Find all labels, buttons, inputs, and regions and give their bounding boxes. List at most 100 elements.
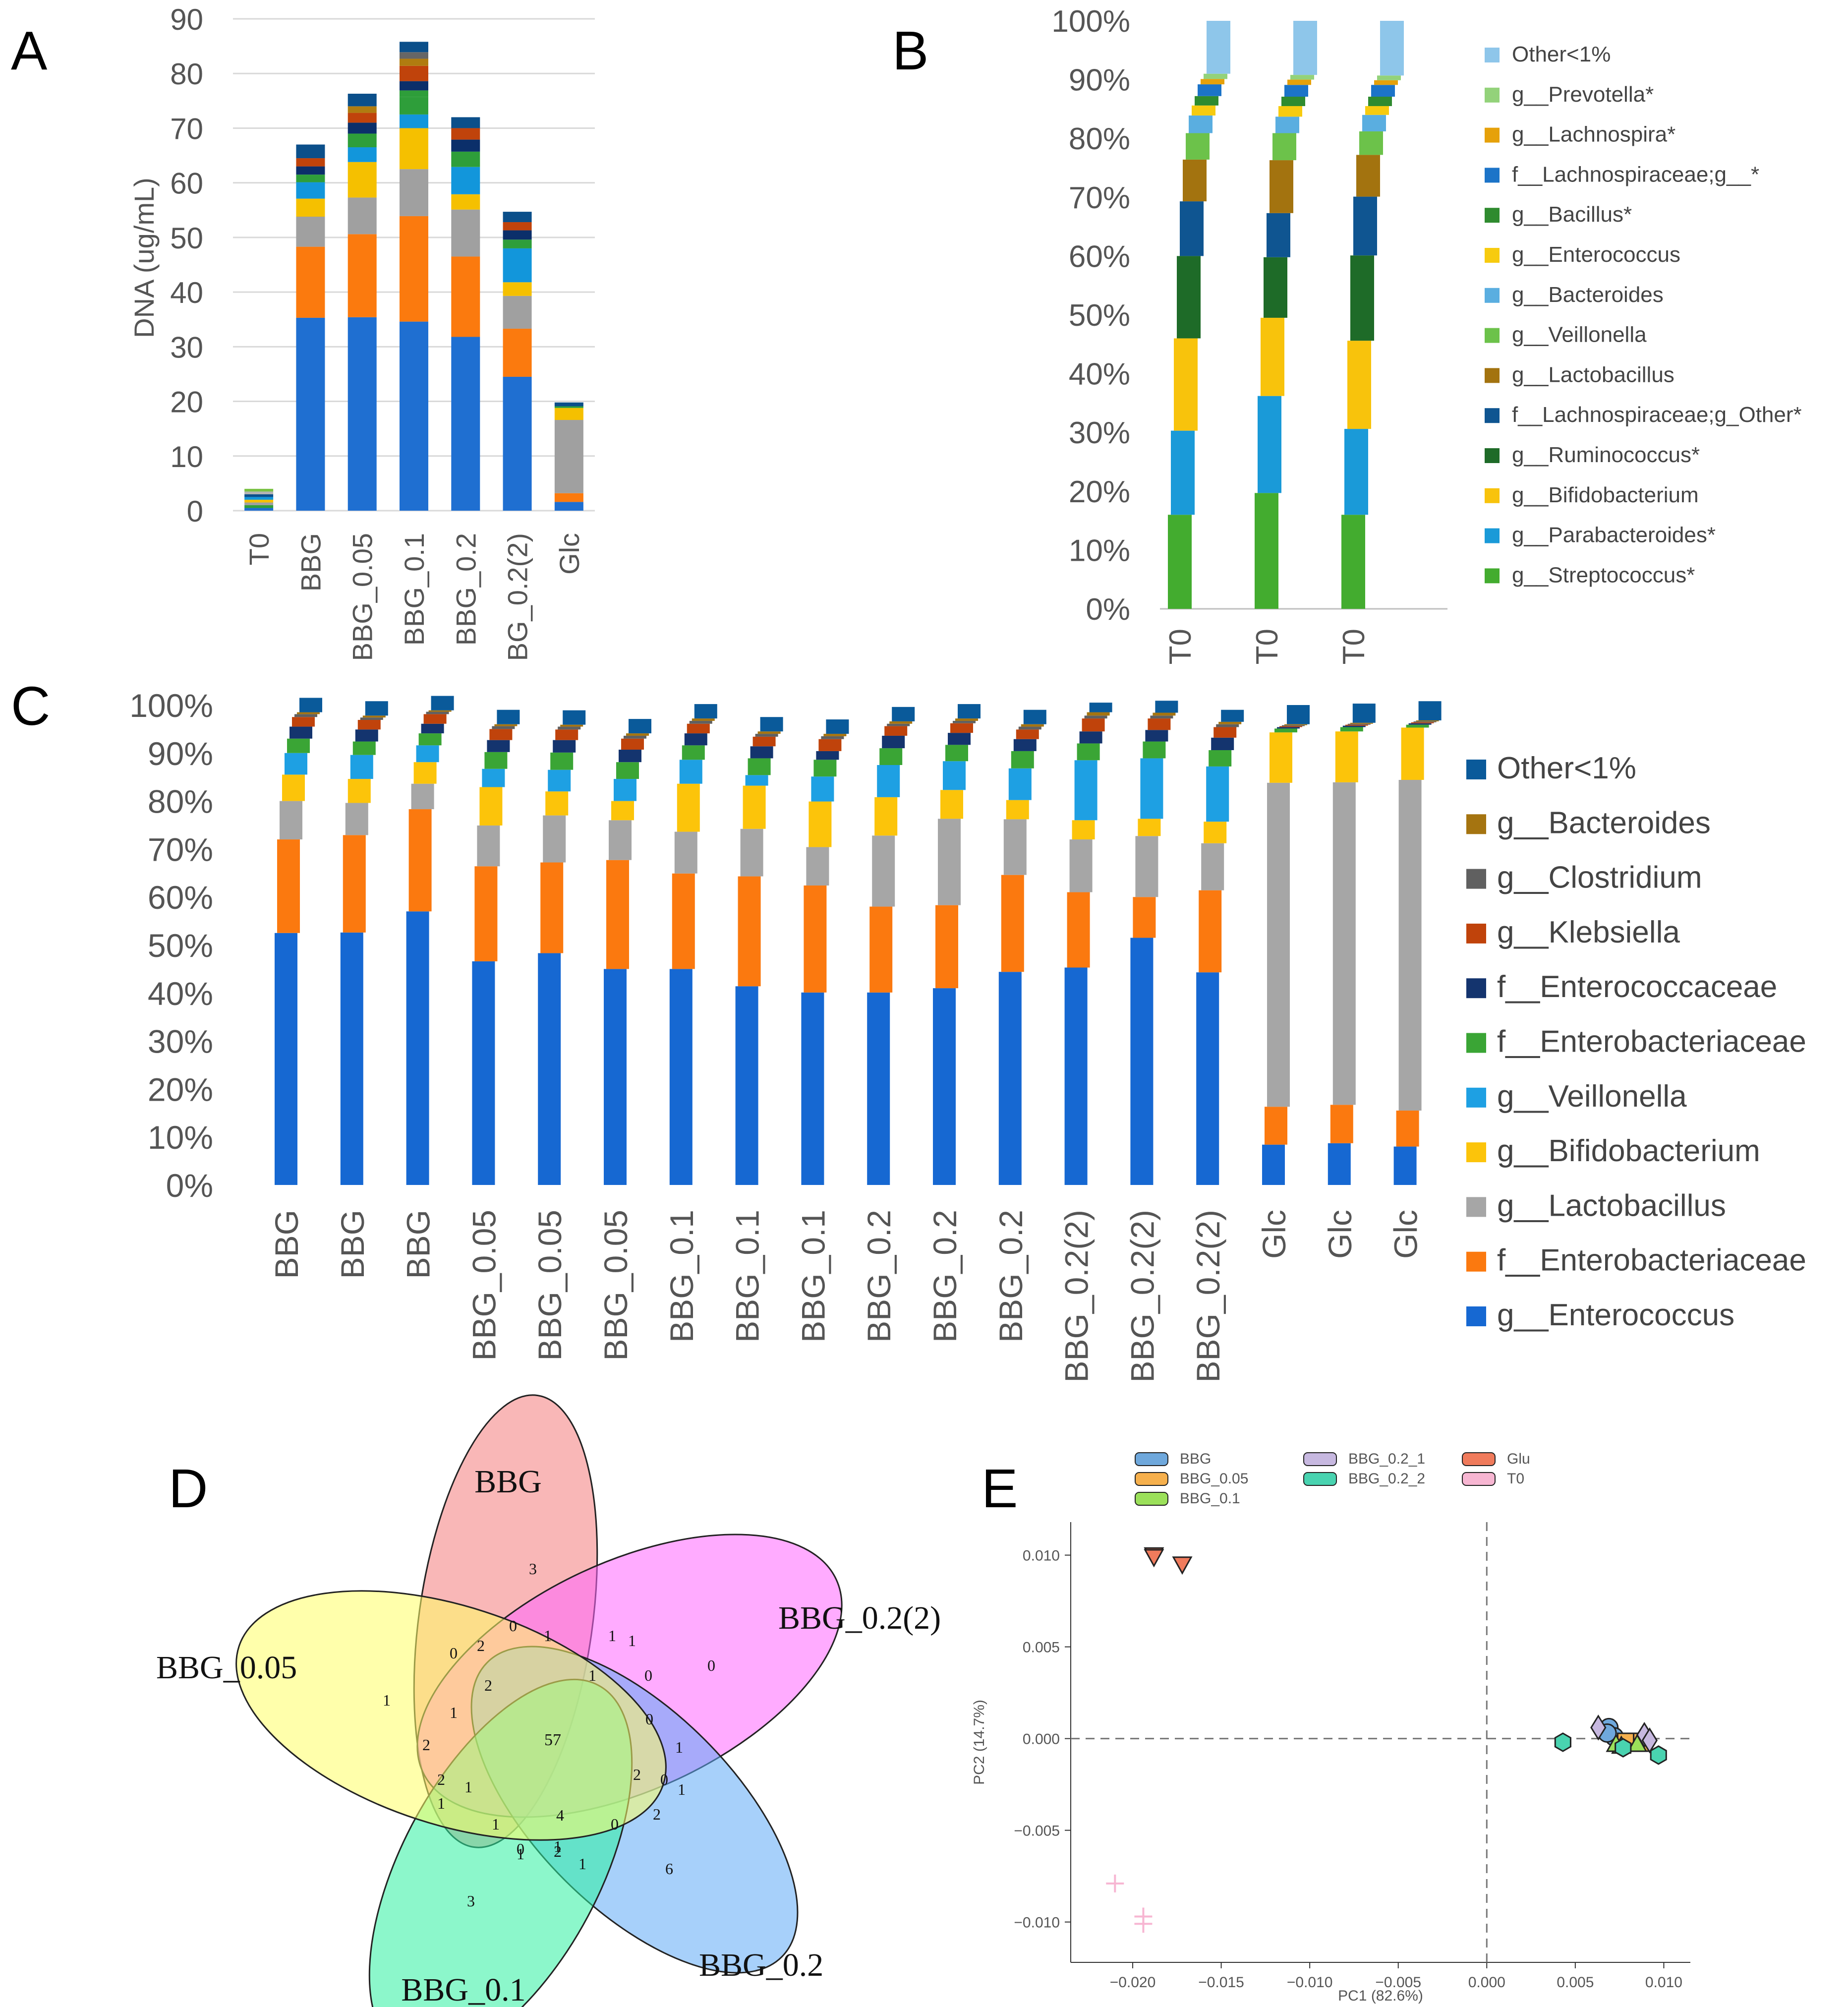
c-bar-segment (811, 776, 834, 802)
a-bar-segment (400, 90, 428, 97)
a-xtick-label: BBG_0.05 (347, 533, 378, 661)
a-bar-segment (400, 97, 428, 115)
b-bar-segment (1356, 155, 1380, 197)
venn-region-count: 1 (678, 1780, 686, 1798)
a-bar-segment (554, 402, 583, 407)
c-bar-segment (869, 906, 893, 993)
c-bar-segment (428, 710, 452, 712)
a-bar-segment (451, 256, 480, 337)
c-bar-segment (1138, 819, 1161, 836)
b-bar-segment (1183, 159, 1207, 202)
c-bar-segment (672, 873, 695, 969)
a-ytick-label: 20 (170, 386, 203, 419)
b-bar-segment (1344, 429, 1368, 515)
venn-region-count: 6 (665, 1860, 673, 1878)
a-bar-segment (244, 494, 274, 497)
c-bar-segment (297, 712, 320, 714)
c-legend-swatch (1466, 1087, 1486, 1108)
c-bar-segment (275, 933, 297, 1185)
c-xtick-label: BBG_0.1 (663, 1210, 700, 1343)
c-bar-segment (1008, 768, 1032, 800)
c-bar-segment (280, 801, 302, 840)
venn-region-count: 2 (484, 1676, 492, 1694)
a-bar-segment (554, 420, 583, 493)
c-xtick-label: BBG (400, 1210, 437, 1279)
c-bar-segment (1001, 875, 1024, 972)
venn-region-count: 1 (588, 1666, 596, 1684)
b-legend-swatch (1485, 168, 1500, 183)
e-ylabel: PC2 (14.7%) (971, 1700, 987, 1785)
c-bar-segment (614, 779, 636, 801)
a-bar-segment (347, 133, 377, 148)
venn-region-count: 1 (554, 1837, 562, 1855)
c-bar-segment (1072, 820, 1095, 840)
a-ytick-label: 30 (170, 331, 203, 364)
c-legend-swatch (1466, 978, 1486, 999)
b-bar-segment (1275, 117, 1299, 133)
c-bar-segment (423, 714, 447, 724)
e-point-bbg-0-2-2 (1615, 1738, 1632, 1758)
b-bar-segment (1377, 75, 1401, 80)
c-ytick-label: 70% (148, 831, 213, 868)
panel-b-chart: 0% 10% 20% 30% 40% 50% 60% 70% 80% 90% 100% T0 T0 T0 O… (1051, 4, 1801, 664)
c-bar-segment (1330, 1105, 1353, 1143)
c-bar-segment (416, 745, 439, 763)
c-bar-segment (1287, 705, 1310, 724)
a-ytick-label: 90 (170, 3, 203, 36)
a-xtick-label: BBG_0.2 (450, 533, 481, 646)
e-ytick-label: 0.010 (1023, 1548, 1060, 1564)
e-legend-label: BBG_0.2_1 (1348, 1451, 1425, 1467)
b-bar-segment (1365, 106, 1389, 115)
c-bar-segment (285, 753, 307, 775)
b-legend-label: g__Enterococcus (1512, 242, 1680, 267)
a-bar-segment (347, 113, 377, 123)
c-bar-segment (563, 710, 586, 725)
venn-set-label: BBG (474, 1464, 542, 1500)
c-bar-segment (621, 738, 644, 750)
c-bar-segment (816, 751, 839, 760)
b-ytick-label: 100% (1051, 4, 1130, 39)
c-bar-segment (1153, 712, 1176, 716)
a-ytick-label: 60 (170, 167, 203, 200)
b-bar-segment (1201, 79, 1224, 85)
a-bar-segment (554, 408, 583, 420)
e-ytick-label: −0.005 (1014, 1823, 1060, 1839)
b-legend-label: g__Bifidobacterium (1512, 483, 1699, 507)
c-bar-segment (1206, 766, 1229, 822)
c-bar-segment (948, 733, 971, 745)
a-ytick-label: 80 (170, 58, 203, 91)
c-bar-segment (418, 733, 442, 746)
c-bar-segment (882, 735, 905, 749)
venn-region-count: 0 (517, 1840, 524, 1858)
c-bar-segment (1199, 890, 1222, 973)
c-bar-segment (1079, 731, 1102, 744)
c-bar-segment (487, 740, 510, 752)
b-legend-swatch (1485, 368, 1500, 383)
c-bar-segment (674, 831, 697, 874)
b-legend-swatch (1485, 127, 1500, 143)
c-bar-segment (282, 774, 305, 801)
b-legend-swatch (1485, 408, 1500, 423)
b-bar-segment (1207, 21, 1230, 74)
c-bar-segment (1064, 967, 1088, 1185)
c-bar-segment (823, 734, 847, 736)
a-bar-segment (347, 162, 377, 198)
venn-set-label: BBG_0.05 (156, 1650, 297, 1686)
c-bar-segment (679, 760, 702, 784)
c-bar-segment (1135, 836, 1158, 897)
b-bar-segment (1287, 79, 1311, 85)
b-legend-label: g__Prevotella* (1512, 82, 1654, 107)
c-bar-segment (1213, 727, 1237, 738)
c-bar-segment (1140, 758, 1163, 819)
a-ytick-label: 0 (187, 495, 203, 528)
c-bar-segment (1145, 730, 1168, 742)
c-bar-segment (619, 750, 641, 763)
venn-set-label: BBG_0.2(2) (778, 1600, 941, 1636)
c-bar-segment (1401, 727, 1424, 780)
c-legend-label: g__Enterococcus (1497, 1298, 1734, 1332)
c-bar-segment (421, 723, 444, 734)
b-legend-swatch (1485, 208, 1500, 223)
c-bar-segment (760, 717, 783, 732)
b-ytick-label: 80% (1069, 122, 1130, 156)
